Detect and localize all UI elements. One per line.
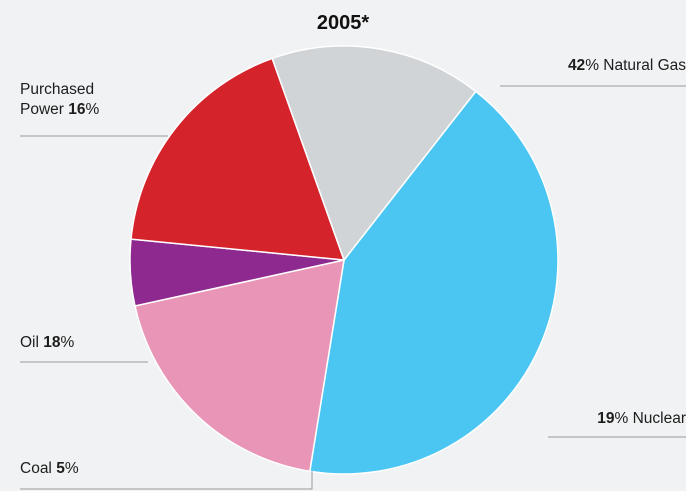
name-purchased-power-line1: Purchased <box>20 80 99 100</box>
value-nuclear: 19 <box>597 410 614 427</box>
value-natural-gas: 42 <box>568 57 585 74</box>
name-purchased-power-line2: Power <box>20 101 68 118</box>
unit-purchased-power: % <box>86 101 100 118</box>
name-oil: Oil <box>20 334 43 351</box>
unit-nuclear: % <box>614 410 628 427</box>
unit-coal: % <box>65 460 79 477</box>
pie-slices <box>130 46 558 474</box>
name-nuclear: Nuclear <box>628 410 686 427</box>
value-oil: 18 <box>43 334 60 351</box>
unit-oil: % <box>61 334 75 351</box>
label-natural-gas: 42% Natural Gas <box>568 56 686 76</box>
label-purchased-power: Purchased Power 16% <box>20 80 99 120</box>
label-coal: Coal 5% <box>20 459 79 479</box>
value-coal: 5 <box>56 460 65 477</box>
label-nuclear: 19% Nuclear <box>597 409 686 429</box>
value-purchased-power: 16 <box>68 101 85 118</box>
name-natural-gas: Natural Gas <box>599 57 686 74</box>
name-coal: Coal <box>20 460 56 477</box>
unit-natural-gas: % <box>585 57 599 74</box>
label-oil: Oil 18% <box>20 333 74 353</box>
chart-title: 2005* <box>0 12 686 35</box>
